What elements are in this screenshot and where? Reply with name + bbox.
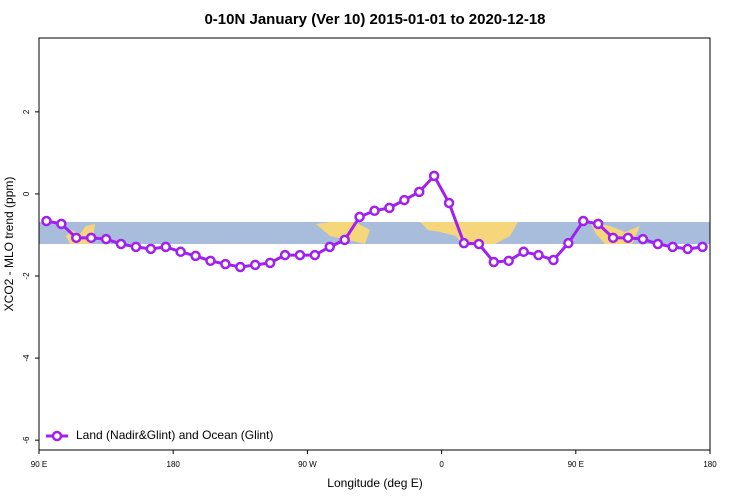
point — [294, 249, 306, 261]
point — [667, 241, 678, 253]
point — [235, 261, 246, 273]
point — [100, 233, 112, 245]
point — [399, 194, 410, 206]
legend: Land (Nadir&Glint) and Ocean (Glint) — [46, 428, 273, 442]
x-axis-label: Longitude (deg E) — [327, 476, 422, 490]
y-axis-label: XCO2 - MLO trend (ppm) — [2, 177, 16, 312]
legend-label: Land (Nadir&Glint) and Ocean (Glint) — [76, 428, 273, 442]
point — [309, 249, 321, 261]
point — [697, 241, 708, 253]
chart-title: 0-10N January (Ver 10) 2015-01-01 to 202… — [204, 11, 545, 28]
point — [533, 249, 544, 261]
point — [160, 241, 171, 253]
point — [130, 241, 142, 253]
point — [607, 232, 619, 244]
ocean-band — [39, 222, 710, 244]
point — [488, 256, 500, 268]
point — [369, 205, 380, 217]
point — [145, 243, 157, 255]
point — [56, 218, 67, 230]
point — [220, 258, 231, 270]
y-tick-label: -6 — [22, 436, 31, 444]
point — [205, 255, 216, 267]
point — [354, 211, 365, 223]
x-tick-label: 180 — [167, 460, 181, 469]
point — [548, 254, 559, 266]
point — [175, 246, 186, 258]
point — [428, 170, 440, 182]
x-tick-label: 180 — [703, 460, 717, 469]
series-line — [46, 173, 703, 269]
point — [563, 237, 574, 249]
point — [413, 186, 425, 198]
point — [339, 234, 350, 246]
legend-marker — [51, 430, 63, 442]
y-tick-label: -2 — [22, 272, 31, 280]
land — [420, 222, 518, 244]
x-tick-label: 90 W — [298, 460, 317, 469]
point — [622, 232, 634, 244]
point — [518, 246, 529, 258]
point — [190, 250, 201, 262]
y-tick-label: 0 — [22, 191, 31, 196]
y-tick-label: -4 — [22, 354, 31, 362]
x-tick-label: 90 E — [31, 460, 47, 469]
point — [384, 202, 395, 214]
point — [473, 238, 485, 250]
point — [578, 215, 589, 227]
point — [264, 257, 276, 269]
point — [324, 241, 336, 253]
point — [41, 215, 52, 227]
x-tick-label: 90 E — [568, 460, 584, 469]
point — [592, 218, 604, 230]
point — [682, 243, 693, 255]
point — [458, 237, 470, 249]
point — [503, 255, 514, 267]
land — [316, 222, 370, 244]
point — [443, 197, 455, 209]
point — [71, 232, 82, 244]
point — [652, 238, 664, 250]
x-tick-label: 0 — [439, 460, 444, 469]
plot-frame — [38, 37, 711, 451]
point — [279, 249, 291, 261]
point — [85, 232, 97, 244]
y-tick-label: 2 — [22, 109, 31, 114]
point — [115, 238, 127, 250]
point — [249, 259, 261, 271]
point — [637, 233, 649, 245]
